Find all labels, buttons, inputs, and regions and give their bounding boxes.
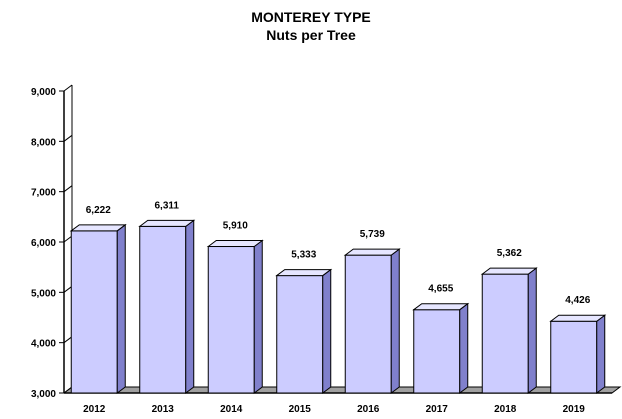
bar bbox=[412, 302, 470, 394]
y-axis-depth-tick bbox=[63, 336, 73, 344]
bar-top bbox=[206, 240, 264, 248]
bar-side bbox=[253, 239, 263, 394]
x-axis-tick-label: 2013 bbox=[152, 404, 175, 415]
bar-side bbox=[596, 314, 606, 394]
bar bbox=[549, 314, 607, 394]
bar-value-label: 5,362 bbox=[497, 248, 522, 259]
bar-side bbox=[390, 248, 400, 394]
bar-value-label: 6,222 bbox=[86, 205, 111, 216]
x-axis-tick-labels: 2012 2013 2014 2015 2016 2017 2018 2019 bbox=[83, 404, 585, 415]
y-axis-tick-label: 3,000 bbox=[31, 389, 56, 400]
y-axis-depth-tick bbox=[63, 185, 73, 193]
bar bbox=[275, 268, 333, 394]
bar-top bbox=[412, 303, 470, 311]
bar-value-label: 5,910 bbox=[223, 221, 248, 232]
bar bbox=[69, 223, 127, 394]
bar bbox=[480, 267, 538, 394]
bars bbox=[69, 219, 607, 394]
x-axis-tick-label: 2012 bbox=[83, 404, 106, 415]
y-axis-depth-tick bbox=[63, 386, 73, 394]
bar-value-label: 5,739 bbox=[360, 229, 385, 240]
bar-value-label: 5,333 bbox=[291, 250, 316, 261]
bar-top bbox=[69, 224, 127, 232]
y-axis-depth-tick bbox=[63, 235, 73, 243]
bar-side bbox=[116, 223, 126, 394]
bar-side bbox=[185, 219, 195, 394]
bar-top bbox=[343, 248, 401, 256]
chart-title-block: MONTEREY TYPE Nuts per Tree bbox=[0, 8, 622, 44]
bar bbox=[206, 239, 264, 394]
bar-front bbox=[550, 320, 598, 394]
bar-top bbox=[480, 267, 538, 275]
bar-top bbox=[275, 269, 333, 277]
bar bbox=[138, 219, 196, 394]
bar-front bbox=[207, 246, 255, 394]
bar-value-label: 6,311 bbox=[155, 200, 180, 211]
bar-front bbox=[413, 309, 461, 394]
y-axis-depth-tick bbox=[63, 84, 73, 92]
bar-front bbox=[276, 275, 324, 394]
y-axis-depth-tick bbox=[63, 134, 73, 142]
bar-top bbox=[549, 314, 607, 322]
data-labels: 6,222 6,311 5,910 5,333 5,739 4,655 5,362 4,426 bbox=[86, 200, 591, 306]
bar-front bbox=[481, 273, 529, 394]
x-axis-tick-label: 2014 bbox=[220, 404, 243, 415]
chart-subtitle: Nuts per Tree bbox=[266, 27, 356, 43]
bar-front bbox=[344, 254, 392, 394]
x-axis-tick-label: 2016 bbox=[357, 404, 380, 415]
bar-top bbox=[138, 219, 196, 227]
y-axis-depth-tick bbox=[63, 285, 73, 293]
y-axis-tick-label: 8,000 bbox=[31, 137, 56, 148]
bar-side bbox=[459, 302, 469, 394]
y-axis-tick-label: 4,000 bbox=[31, 339, 56, 350]
y-axis-tick-label: 7,000 bbox=[31, 188, 56, 199]
x-axis-tick-label: 2018 bbox=[494, 404, 517, 415]
bar-front bbox=[70, 230, 118, 394]
bar bbox=[343, 248, 401, 394]
bar-side bbox=[527, 267, 537, 394]
y-axis-tick-label: 6,000 bbox=[31, 238, 56, 249]
y-axis-tick-label: 9,000 bbox=[31, 87, 56, 98]
x-axis-tick-label: 2019 bbox=[563, 404, 586, 415]
bar-value-label: 4,426 bbox=[565, 295, 590, 306]
x-axis-tick-label: 2017 bbox=[426, 404, 449, 415]
bar-value-label: 4,655 bbox=[428, 284, 453, 295]
bar-side bbox=[322, 268, 332, 394]
bar-front bbox=[139, 225, 187, 394]
x-axis-tick-label: 2015 bbox=[289, 404, 312, 415]
chart-title: MONTEREY TYPE bbox=[251, 9, 371, 25]
y-axis-tick-label: 5,000 bbox=[31, 288, 56, 299]
